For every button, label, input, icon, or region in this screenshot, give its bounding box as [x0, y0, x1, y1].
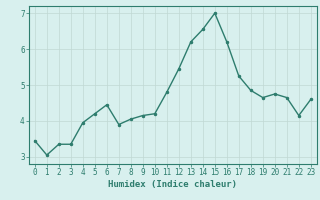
X-axis label: Humidex (Indice chaleur): Humidex (Indice chaleur): [108, 180, 237, 189]
